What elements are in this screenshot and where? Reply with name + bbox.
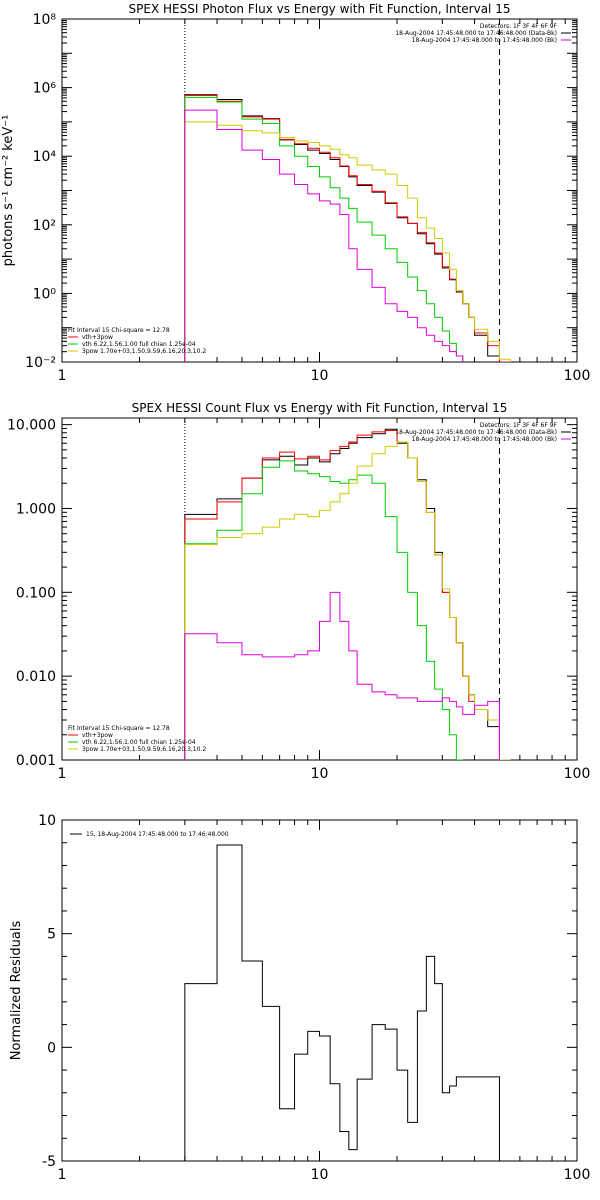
series-line-5 bbox=[184, 109, 464, 362]
x-tick-label: 100 bbox=[564, 1167, 591, 1183]
legend-top-text: Detectors: 1F 3F 4F 6F 9F bbox=[480, 422, 558, 429]
y-tick-label: 1.000 bbox=[16, 501, 56, 517]
series-line-1 bbox=[184, 428, 511, 760]
x-tick-label: 100 bbox=[564, 368, 591, 384]
legend-bottom-text: 3pow 1.70e+03,1.50,9.59,6.16,20.3,10.2 bbox=[82, 746, 206, 753]
chart-title: SPEX HESSI Photon Flux vs Energy with Fi… bbox=[129, 2, 511, 16]
series-line-4 bbox=[184, 441, 511, 760]
y-tick-label: 10⁸ bbox=[33, 12, 57, 28]
legend-top-text: 18-Aug-2004 17:45:48.000 to 17:46:48.000… bbox=[395, 30, 557, 37]
y-axis-label: Normalized Residuals bbox=[9, 921, 24, 1061]
legend-top-text: 18-Aug-2004 17:45:48.000 to 17:46:48.000… bbox=[395, 429, 557, 436]
legend-bottom-text: Fit Interval 15 Chi-square = 12.78 bbox=[68, 327, 170, 334]
y-tick-label: 10⁰ bbox=[33, 286, 57, 302]
y-tick-label: 10⁻² bbox=[25, 355, 56, 371]
series-line-3 bbox=[184, 96, 464, 362]
x-tick-label: 10 bbox=[311, 766, 329, 782]
legend-bottom-text: vth 6.22,1.56,1.00 full chian 1.25e-04 bbox=[82, 341, 196, 348]
chart-panel-1: SPEX HESSI Photon Flux vs Energy with Fi… bbox=[1, 2, 590, 384]
legend-top-text: Detectors: 1F 3F 4F 6F 9F bbox=[480, 23, 558, 30]
series-line-1 bbox=[184, 844, 500, 1161]
series-line-4 bbox=[184, 121, 511, 362]
series-line-2 bbox=[184, 430, 511, 760]
x-tick-label: 10 bbox=[311, 368, 329, 384]
x-tick-label: 1 bbox=[58, 368, 67, 384]
series-line-5 bbox=[184, 591, 500, 760]
legend-bottom-text: Fit Interval 15 Chi-square = 12.78 bbox=[68, 725, 170, 732]
y-tick-label: 0 bbox=[47, 1040, 56, 1056]
series-line-1 bbox=[184, 94, 500, 362]
x-tick-label: 100 bbox=[564, 766, 591, 782]
legend-text: 15, 18-Aug-2004 17:45:48.000 to 17:46:48… bbox=[86, 831, 229, 838]
y-tick-label: 10.000 bbox=[7, 418, 56, 434]
y-axis-label: photons s⁻¹ cm⁻² keV⁻¹ bbox=[1, 115, 16, 267]
y-tick-label: 10 bbox=[38, 813, 56, 829]
y-tick-label: 10⁶ bbox=[33, 81, 57, 97]
legend-top-text: 18-Aug-2004 17:45:48.000 to 17:45:48.000… bbox=[412, 37, 557, 44]
chart-panel-2: SPEX HESSI Count Flux vs Energy with Fit… bbox=[7, 401, 591, 782]
y-tick-label: 10² bbox=[33, 218, 56, 234]
x-tick-label: 10 bbox=[311, 1167, 329, 1183]
series-line-2 bbox=[184, 94, 511, 362]
y-tick-label: -5 bbox=[42, 1154, 56, 1170]
y-tick-label: 5 bbox=[47, 927, 56, 943]
series-line-3 bbox=[184, 460, 464, 760]
chart-title: SPEX HESSI Count Flux vs Energy with Fit… bbox=[132, 401, 508, 415]
legend-bottom-text: 3pow 1.70e+03,1.50,9.59,6.16,20.3,10.2 bbox=[82, 348, 206, 355]
x-tick-label: 1 bbox=[58, 766, 67, 782]
legend-bottom-text: vth+3pow bbox=[82, 334, 113, 341]
plot-area bbox=[184, 94, 511, 362]
legend-top-text: 18-Aug-2004 17:45:48.000 to 17:45:48.000… bbox=[412, 436, 557, 443]
y-tick-label: 0.001 bbox=[16, 753, 56, 769]
x-tick-label: 1 bbox=[58, 1167, 67, 1183]
y-tick-label: 0.010 bbox=[16, 669, 56, 685]
y-tick-label: 0.100 bbox=[16, 585, 56, 601]
plot-area bbox=[184, 428, 511, 760]
legend-bottom-text: vth 6.22,1.56,1.00 full chian 1.25e-04 bbox=[82, 739, 196, 746]
plot-area bbox=[184, 844, 500, 1161]
chart-panel-3: 1 10 100 -5 0 5 10 Normalized Residuals 15, 18-A… bbox=[9, 813, 590, 1183]
y-tick-label: 10⁴ bbox=[33, 149, 57, 165]
legend-bottom-text: vth+3pow bbox=[82, 732, 113, 739]
